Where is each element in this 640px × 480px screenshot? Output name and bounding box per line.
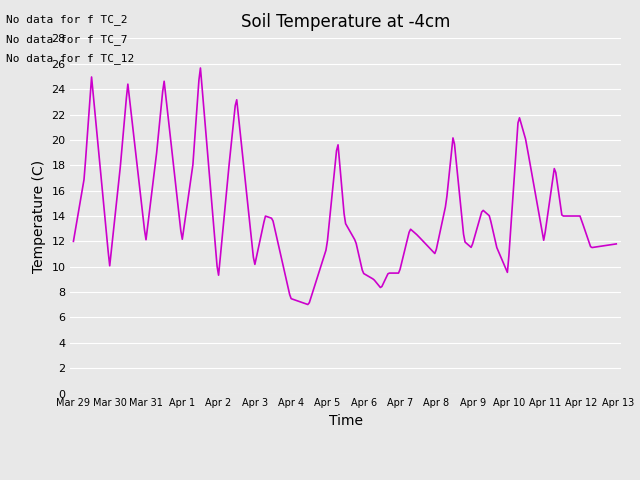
Legend:  bbox=[340, 454, 351, 465]
Text: No data for f TC_12: No data for f TC_12 bbox=[6, 53, 134, 64]
X-axis label: Time: Time bbox=[328, 414, 363, 428]
Title: Soil Temperature at -4cm: Soil Temperature at -4cm bbox=[241, 13, 451, 31]
Text: No data for f TC_7: No data for f TC_7 bbox=[6, 34, 128, 45]
Text: No data for f TC_2: No data for f TC_2 bbox=[6, 14, 128, 25]
Y-axis label: Temperature (C): Temperature (C) bbox=[32, 159, 45, 273]
